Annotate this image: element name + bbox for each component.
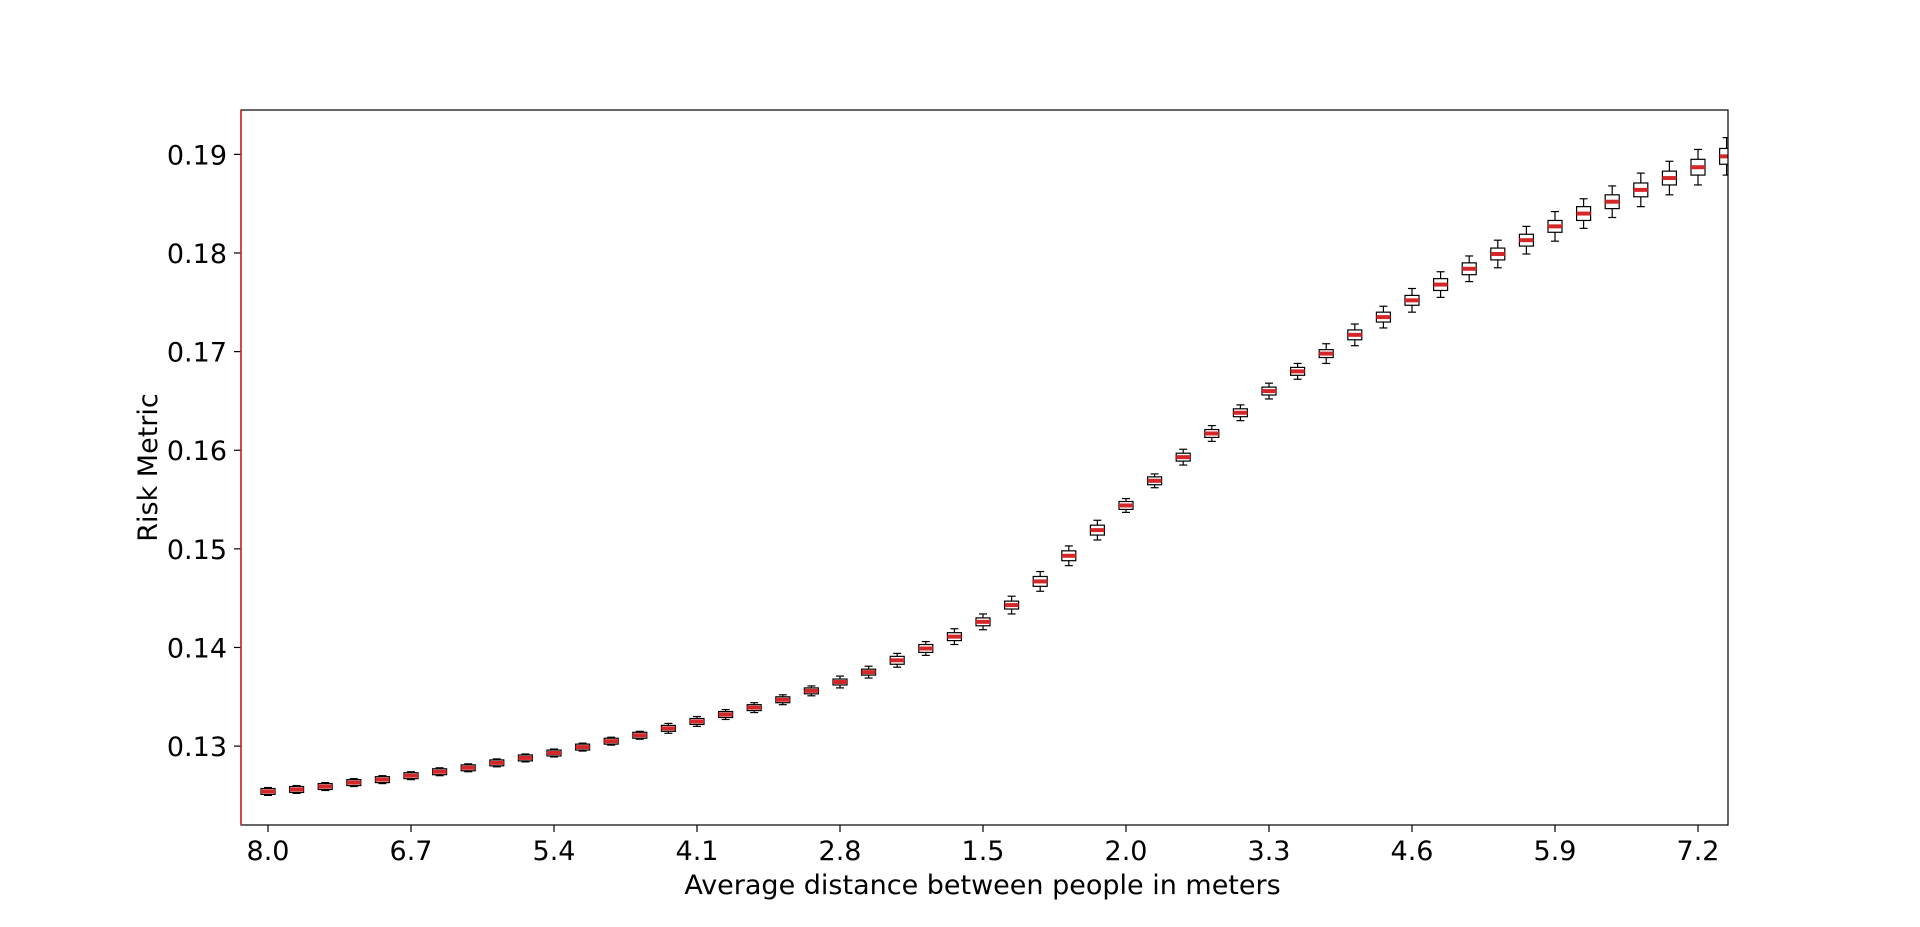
box-item (803, 685, 820, 697)
y-tick-label: 0.15 (167, 535, 227, 566)
box-item (1318, 343, 1334, 365)
x-tick-label: 5.4 (533, 836, 576, 867)
box-item (1204, 424, 1220, 442)
x-axis-ticks: 8.0 6.7 5.4 4.1 2.8 1.5 2.0 3.3 4.6 5.9 7.2 (247, 825, 1720, 867)
box-item (317, 781, 333, 792)
box-item (489, 758, 505, 768)
box-item (1604, 185, 1620, 219)
box-item (975, 613, 991, 631)
box-item (1432, 271, 1449, 298)
box-item (1718, 137, 1728, 176)
x-tick-label: 1.5 (962, 836, 1005, 867)
box-item (832, 675, 848, 689)
box-item (946, 628, 963, 646)
box-item (889, 652, 905, 668)
box-item (860, 665, 877, 679)
box-item (1347, 323, 1363, 347)
box-item (775, 694, 791, 706)
y-tick-label: 0.16 (167, 436, 227, 467)
box-item (746, 702, 762, 714)
box-item (1175, 448, 1191, 466)
box-item (289, 784, 305, 795)
box-series (260, 137, 1728, 797)
box-item (689, 715, 705, 727)
box-item (1404, 287, 1420, 313)
box-item (403, 771, 419, 781)
box-item (1633, 172, 1649, 208)
box-item (546, 748, 562, 758)
box-item (717, 709, 734, 721)
x-tick-label: 5.9 (1534, 836, 1577, 867)
box-item (374, 775, 390, 785)
box-item (1003, 595, 1020, 615)
box-item (432, 767, 448, 777)
y-tick-label: 0.18 (167, 239, 227, 270)
box-item (346, 778, 362, 788)
x-tick-label: 3.3 (1248, 836, 1291, 867)
x-tick-label: 2.0 (1105, 836, 1148, 867)
box-item (632, 730, 648, 740)
box-item (1547, 210, 1563, 242)
box-item (1261, 382, 1277, 400)
y-tick-label: 0.17 (167, 338, 227, 369)
box-item (1089, 519, 1106, 541)
box-item (1032, 570, 1048, 592)
x-tick-label: 2.8 (819, 836, 862, 867)
x-axis-label: Average distance between people in meter… (684, 870, 1280, 901)
x-tick-label: 6.7 (390, 836, 433, 867)
box-item (1575, 198, 1592, 229)
x-tick-label: 7.2 (1677, 836, 1720, 867)
y-tick-label: 0.19 (167, 140, 227, 171)
box-item (260, 786, 276, 797)
x-tick-label: 4.6 (1391, 836, 1434, 867)
box-item (517, 753, 534, 763)
box-item (1518, 225, 1535, 255)
box-item (1061, 545, 1077, 567)
box-item (1690, 148, 1706, 186)
x-tick-label: 8.0 (247, 836, 290, 867)
box-item (460, 763, 476, 773)
box-item (1289, 362, 1306, 380)
y-tick-label: 0.13 (167, 732, 227, 763)
y-axis-label: Risk Metric (133, 393, 164, 542)
box-item (574, 742, 591, 752)
box-item (1146, 473, 1163, 489)
box-item (1461, 255, 1477, 283)
x-tick-label: 4.1 (676, 836, 719, 867)
box-item (1375, 305, 1392, 329)
box-item (1661, 160, 1678, 196)
box-item (1118, 497, 1134, 513)
box-item (603, 736, 619, 746)
y-tick-label: 0.14 (167, 633, 227, 664)
box-item (1232, 404, 1249, 422)
box-item (1490, 239, 1506, 269)
y-axis-ticks: 0.13 0.14 0.15 0.16 0.17 0.18 0.19 (167, 140, 241, 763)
box-item (660, 722, 677, 734)
box-item (918, 640, 934, 656)
